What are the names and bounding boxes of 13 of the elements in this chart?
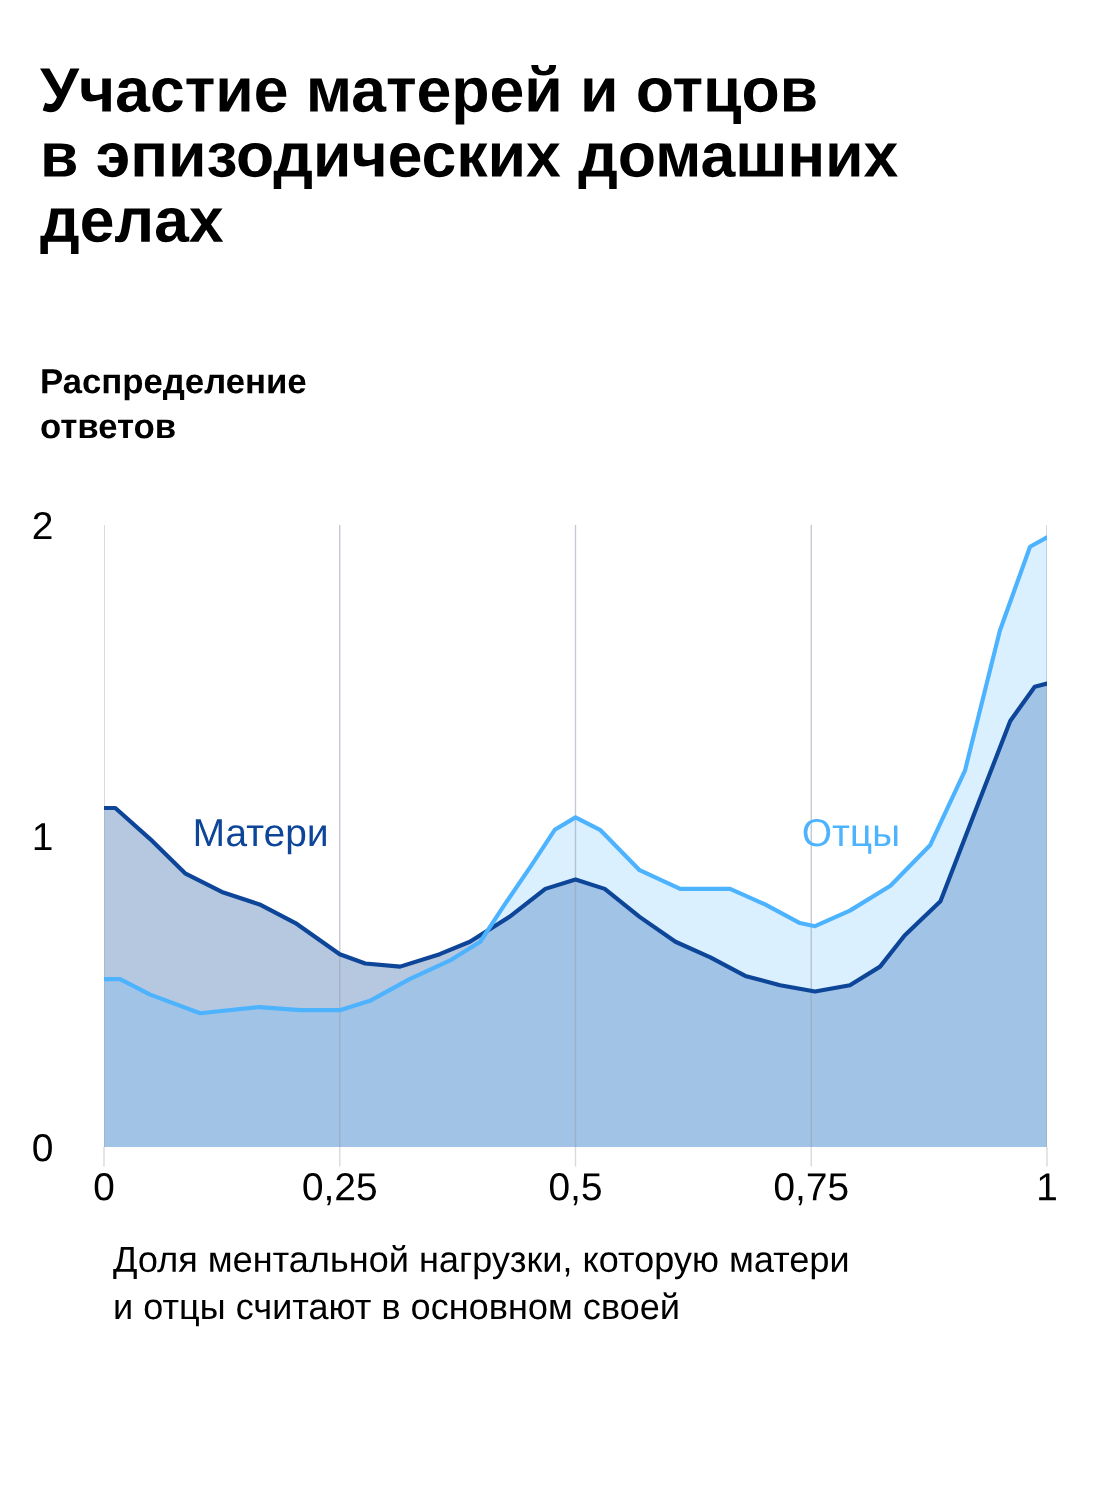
x-tick-label: 0,5 (549, 1173, 601, 1206)
x-axis-title: Доля ментальной нагрузки, которую матери и отцы считают в основном своей (113, 1245, 848, 1327)
y-axis-title: Распределение ответов (41, 369, 306, 439)
x-tick-label: 1 (1039, 1173, 1056, 1201)
series-label: Отцы (803, 818, 898, 854)
series-label: Матери (195, 819, 326, 855)
chart-title: Участие матерей и отцов в эпизодических домашних делах (40, 65, 898, 255)
x-tick-label: 0 (94, 1173, 114, 1201)
x-tick-label: 0,25 (303, 1173, 376, 1206)
y-tick-label: 2 (33, 511, 52, 540)
y-tick-label: 1 (34, 823, 52, 851)
x-tick-label: 0,75 (774, 1173, 848, 1206)
y-tick-label: 0 (33, 1133, 52, 1162)
